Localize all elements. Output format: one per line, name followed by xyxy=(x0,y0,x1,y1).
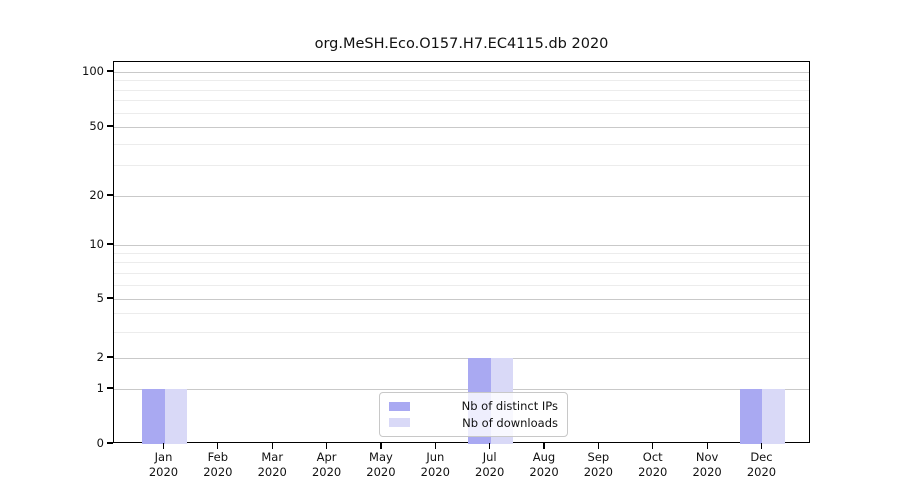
minor-gridline xyxy=(114,80,809,82)
x-tick-year: 2020 xyxy=(257,465,287,479)
bar-nb-of-downloads-dec xyxy=(762,389,785,444)
x-tick-mark xyxy=(489,443,491,449)
minor-gridline xyxy=(114,89,809,91)
y-tick-label: 100 xyxy=(82,64,104,78)
x-tick-label: Aug 2020 xyxy=(529,450,559,479)
y-tick-mark xyxy=(107,442,113,444)
x-tick-year: 2020 xyxy=(583,465,614,479)
y-tick-mark xyxy=(107,356,113,358)
bar-nb-of-distinct-ips-dec xyxy=(739,389,763,444)
x-tick-label: Mar 2020 xyxy=(257,450,287,479)
x-tick-year: 2020 xyxy=(746,465,777,479)
minor-gridline xyxy=(114,143,809,145)
x-tick-mark xyxy=(543,443,545,449)
x-tick-mark xyxy=(380,443,382,449)
y-tick-label: 5 xyxy=(96,291,104,305)
major-gridline xyxy=(114,72,809,73)
major-gridline xyxy=(114,127,809,128)
x-tick-year: 2020 xyxy=(475,465,505,479)
y-tick-mark xyxy=(107,70,113,72)
minor-gridline xyxy=(114,253,809,255)
x-tick-mark xyxy=(760,443,763,449)
plot-area xyxy=(113,61,810,444)
bar-nb-of-distinct-ips-jan xyxy=(142,389,165,444)
minor-gridline xyxy=(114,165,809,167)
x-tick-label: May 2020 xyxy=(366,450,396,479)
major-gridline xyxy=(114,358,809,359)
x-tick-mark xyxy=(434,443,436,449)
x-tick-mark xyxy=(217,443,219,449)
legend-row: Nb of downloads xyxy=(389,415,558,430)
y-tick-label: 20 xyxy=(89,188,104,202)
x-tick-label: Jun 2020 xyxy=(420,450,450,479)
x-tick-label: Nov 2020 xyxy=(692,450,722,479)
y-tick-mark xyxy=(107,125,113,127)
y-tick-mark xyxy=(107,243,113,245)
y-tick-mark xyxy=(107,297,113,299)
x-tick-mark xyxy=(706,443,708,449)
x-tick-mark xyxy=(597,443,599,449)
x-tick-year: 2020 xyxy=(420,465,450,479)
y-tick-label: 0 xyxy=(96,436,104,450)
chart-title: org.MeSH.Eco.O157.H7.EC4115.db 2020 xyxy=(314,36,609,52)
x-tick-year: 2020 xyxy=(203,465,233,479)
y-tick-mark xyxy=(107,387,113,389)
y-tick-label: 2 xyxy=(96,350,104,364)
minor-gridline xyxy=(114,313,809,315)
y-tick-mark xyxy=(107,194,113,196)
x-tick-label: Oct 2020 xyxy=(638,450,668,479)
minor-gridline xyxy=(114,112,809,114)
x-tick-label: Feb 2020 xyxy=(203,450,233,479)
y-tick-label: 50 xyxy=(89,119,104,133)
x-tick-label: Jul 2020 xyxy=(475,450,505,479)
x-tick-mark xyxy=(325,443,328,449)
x-tick-year: 2020 xyxy=(311,465,342,479)
major-gridline xyxy=(114,299,809,300)
legend-label-distinct-ips: Nb of distinct IPs xyxy=(461,399,558,414)
minor-gridline xyxy=(114,100,809,102)
bar-nb-of-downloads-jan xyxy=(164,389,187,444)
minor-gridline xyxy=(114,331,809,333)
y-tick-label: 1 xyxy=(96,381,104,395)
x-tick-label: Jan 2020 xyxy=(148,450,179,479)
legend-swatch-downloads xyxy=(389,418,410,428)
major-gridline xyxy=(114,389,809,390)
legend-swatch-distinct-ips xyxy=(389,401,410,411)
minor-gridline xyxy=(114,272,809,274)
x-tick-year: 2020 xyxy=(366,465,396,479)
minor-gridline xyxy=(114,262,809,264)
minor-gridline xyxy=(114,284,809,286)
x-tick-year: 2020 xyxy=(148,465,179,479)
legend-label-downloads: Nb of downloads xyxy=(462,415,558,430)
y-tick-label: 10 xyxy=(89,237,104,251)
x-tick-year: 2020 xyxy=(638,465,668,479)
x-tick-label: Sep 2020 xyxy=(583,450,614,479)
x-tick-mark xyxy=(162,443,165,449)
x-tick-mark xyxy=(652,443,654,449)
x-tick-label: Apr 2020 xyxy=(311,450,342,479)
major-gridline xyxy=(114,245,809,246)
x-tick-year: 2020 xyxy=(529,465,559,479)
legend: Nb of distinct IPs Nb of downloads xyxy=(379,392,568,437)
x-tick-mark xyxy=(271,443,273,449)
x-tick-label: Dec 2020 xyxy=(746,450,777,479)
major-gridline xyxy=(114,196,809,197)
legend-row: Nb of distinct IPs xyxy=(389,399,558,414)
x-tick-year: 2020 xyxy=(692,465,722,479)
